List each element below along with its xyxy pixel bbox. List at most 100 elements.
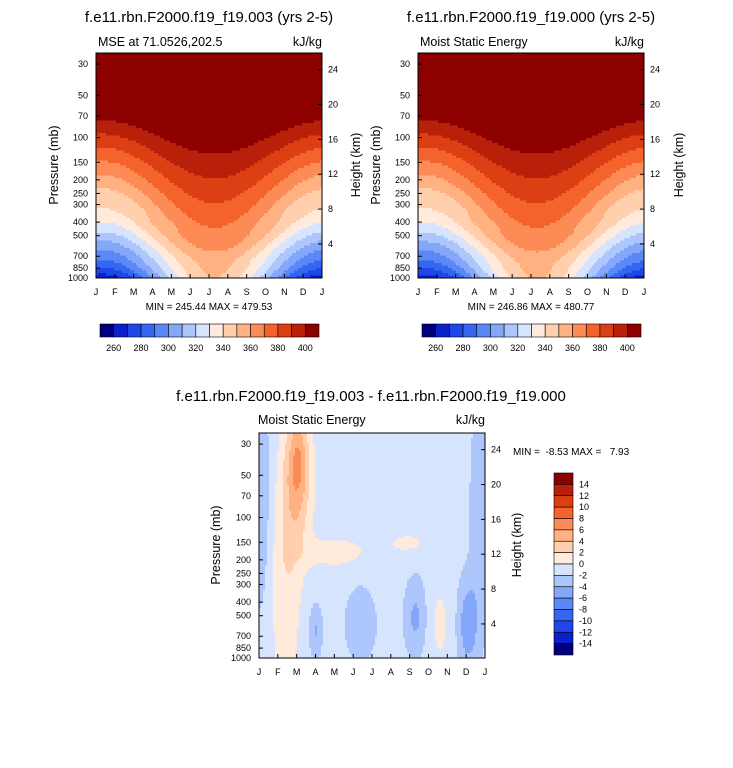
contour-cell: [463, 635, 476, 639]
contour-cell: [313, 435, 474, 439]
contour-cell: [457, 635, 464, 639]
contour-cell: [280, 265, 291, 269]
contour-cell: [608, 260, 621, 264]
contour-cell: [198, 263, 233, 267]
contour-cell: [418, 78, 644, 82]
contour-cell: [96, 170, 135, 174]
contour-cell: [478, 273, 489, 277]
panel-3-field-label: Moist Static Energy: [258, 413, 366, 427]
contour-cell: [264, 213, 283, 217]
contour-cell: [377, 623, 404, 627]
contour-cell: [236, 195, 265, 199]
contour-cell: [486, 193, 511, 197]
contour-cell: [315, 450, 472, 454]
contour-cell: [471, 473, 485, 477]
contour-cell: [626, 215, 644, 219]
contour-cell: [602, 198, 621, 202]
contour-cell: [259, 638, 276, 642]
contour-cell: [290, 245, 305, 249]
contour-cell: [289, 498, 304, 502]
contour-cell: [267, 530, 276, 534]
contour-cell: [536, 250, 539, 254]
contour-cell: [274, 248, 287, 252]
contour-cell: [130, 183, 153, 187]
contour-cell: [130, 248, 143, 252]
contour-cell: [469, 513, 485, 517]
contour-cell: [425, 628, 436, 632]
contour-cell: [425, 638, 436, 642]
contour-cell: [504, 268, 523, 272]
contour-cell: [457, 643, 464, 647]
contour-cell: [349, 540, 394, 544]
contour-cell: [455, 625, 462, 629]
contour-cell: [254, 163, 283, 167]
contour-cell: [407, 580, 424, 584]
contour-cell: [467, 593, 476, 597]
contour-cell: [469, 483, 485, 487]
contour-cell: [504, 210, 571, 214]
contour-cell: [307, 438, 314, 442]
contour-cell: [371, 653, 410, 657]
contour-cell: [614, 273, 627, 277]
contour-cell: [313, 515, 470, 519]
contour-cell: [411, 575, 422, 579]
contour-cell: [295, 448, 300, 452]
contour-cell: [454, 220, 473, 224]
contour-cell: [309, 478, 316, 482]
contour-cell: [309, 455, 316, 459]
contour-cell: [418, 138, 451, 142]
contour-cell: [184, 268, 203, 272]
contour-cell: [228, 175, 265, 179]
contour-cell: [558, 195, 587, 199]
contour-cell: [120, 253, 137, 257]
contour-cell: [440, 253, 459, 257]
contour-cell: [494, 220, 519, 224]
contour-cell: [588, 155, 617, 159]
y-tick-label: 700: [236, 631, 251, 641]
contour-cell: [259, 593, 264, 597]
contour-cell: [307, 503, 316, 507]
contour-cell: [283, 485, 290, 489]
contour-cell: [170, 140, 259, 144]
contour-cell: [471, 443, 485, 447]
contour-cell: [96, 243, 121, 247]
contour-cell: [309, 638, 324, 642]
contour-cell: [240, 193, 267, 197]
contour-cell: [285, 453, 290, 457]
contour-cell: [435, 618, 446, 622]
contour-cell: [405, 640, 426, 644]
contour-cell: [248, 188, 273, 192]
contour-cell: [301, 470, 306, 474]
contour-cell: [418, 215, 449, 219]
contour-cell: [564, 240, 581, 244]
contour-cell: [496, 203, 579, 207]
contour-cell: [500, 260, 517, 264]
contour-cell: [96, 185, 135, 189]
contour-cell: [610, 258, 625, 262]
contour-cell: [289, 493, 304, 497]
contour-cell: [282, 195, 303, 199]
contour-cell: [455, 628, 462, 632]
contour-cell: [317, 625, 324, 629]
contour-cell: [418, 265, 449, 269]
contour-cell: [259, 503, 270, 507]
contour-cell: [310, 243, 322, 247]
contour-cell: [283, 528, 306, 532]
contour-cell: [305, 490, 310, 494]
contour-cell: [494, 253, 509, 257]
contour-cell: [351, 593, 372, 597]
contour-cell: [548, 273, 567, 277]
contour-cell: [452, 168, 477, 172]
x-tick-label: O: [584, 287, 591, 297]
contour-cell: [289, 495, 304, 499]
contour-cell: [355, 543, 394, 547]
colorbar-swatch: [553, 597, 574, 610]
contour-cell: [252, 258, 267, 262]
contour-cell: [452, 268, 465, 272]
contour-cell: [278, 235, 291, 239]
contour-cell: [284, 230, 299, 234]
contour-cell: [196, 220, 235, 224]
contour-cell: [269, 508, 276, 512]
contour-cell: [435, 638, 446, 642]
panel-1-colorbar: 260 280 300 320 340 360 380 400: [99, 323, 320, 353]
